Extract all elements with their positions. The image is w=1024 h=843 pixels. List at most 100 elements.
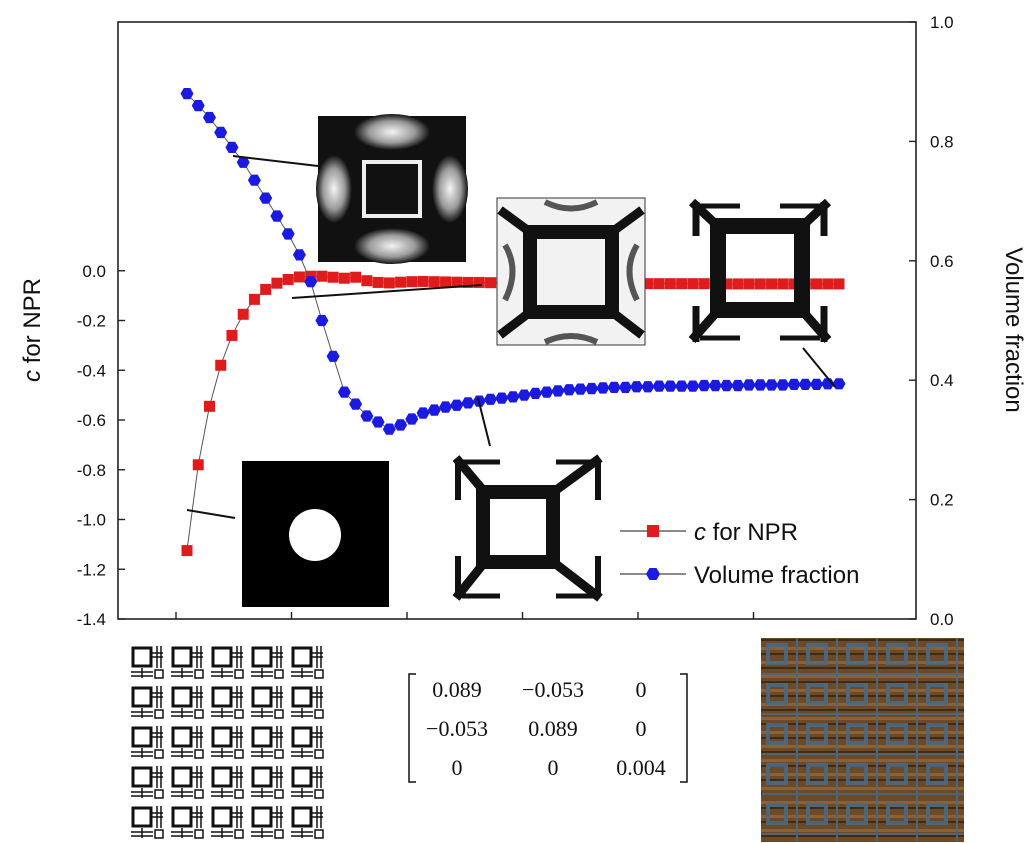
point-c-for-npr [822,278,834,290]
point-c-for-npr [181,545,193,557]
legend-swatch-volume-fraction [646,568,660,580]
point-volume-fraction [180,88,194,100]
matrix-cell: 0 [548,755,559,780]
legend-item-volume-fraction: Volume fraction [620,562,859,589]
point-c-for-npr [192,459,204,471]
point-volume-fraction [765,379,779,391]
point-volume-fraction [326,350,340,362]
right-tick-label: 0.2 [930,491,954,510]
matrix-cell: 0 [452,755,463,780]
point-c-for-npr [271,277,283,289]
left-tick-label: -1.4 [77,610,106,629]
point-c-for-npr [237,308,249,320]
point-c-for-npr [350,271,362,283]
point-volume-fraction [270,210,284,222]
matrix-cell: 0.004 [616,755,666,780]
point-c-for-npr [766,278,778,290]
point-volume-fraction [517,389,531,401]
point-c-for-npr [833,278,845,290]
matrix-cell: 0 [636,716,647,741]
point-volume-fraction [214,126,228,139]
legend: c for NPR Volume fraction [620,519,859,589]
point-c-for-npr [485,277,497,289]
point-c-for-npr [676,278,688,290]
legend-swatch-c-for-npr [647,525,659,537]
density-field-mid-image [291,197,646,346]
point-c-for-npr [406,276,418,288]
point-c-for-npr [653,278,665,290]
point-volume-fraction [506,391,520,403]
svg-text:c for NPR: c for NPR [694,519,798,546]
right-tick-label: 0.6 [930,252,954,271]
point-volume-fraction [540,386,554,398]
point-volume-fraction [675,380,689,392]
series-layer [180,88,846,557]
point-volume-fraction [742,379,756,391]
point-c-for-npr [316,270,328,282]
point-c-for-npr [698,278,710,290]
point-c-for-npr [395,276,407,288]
right-tick-label: 0.4 [930,371,954,390]
point-c-for-npr [721,278,733,290]
point-volume-fraction [304,276,318,288]
point-volume-fraction [247,174,261,186]
point-c-for-npr [664,278,676,290]
point-volume-fraction [281,228,295,240]
point-volume-fraction [191,100,205,112]
matrix-cell: 0 [636,677,647,702]
left-axis-label: c for NPR [19,278,46,382]
right-axis-label: Volume fraction [1000,247,1024,412]
legend-item-c-for-npr: c for NPR [620,519,798,546]
left-tick-label: -0.2 [77,312,106,331]
point-volume-fraction [753,379,767,391]
point-volume-fraction [607,381,621,393]
point-c-for-npr [811,278,823,290]
point-volume-fraction [776,379,790,391]
point-volume-fraction [731,379,745,392]
point-c-for-npr [428,276,440,288]
point-volume-fraction [810,378,823,390]
point-c-for-npr [215,359,227,371]
left-tick-label: 0.0 [82,262,106,281]
point-volume-fraction [495,392,509,404]
point-volume-fraction [405,413,419,425]
point-volume-fraction [484,393,497,405]
point-c-for-npr [642,278,654,290]
point-c-for-npr [203,400,215,412]
matrix-cell: 0.089 [432,677,482,702]
point-c-for-npr [226,329,238,341]
point-c-for-npr [293,271,305,283]
initial-circle-design-image [186,461,389,607]
point-volume-fraction [315,314,329,327]
point-volume-fraction [652,380,666,392]
point-c-for-npr [327,271,339,283]
left-tick-label: -1.2 [77,560,106,579]
matrix-cell: −0.053 [522,677,584,702]
point-volume-fraction [394,419,408,431]
point-c-for-npr [260,283,272,295]
binary-design-converged-image [452,397,603,602]
left-tick-label: -0.8 [77,461,106,480]
point-c-for-npr [473,276,485,288]
point-c-for-npr [361,275,373,287]
point-volume-fraction [686,380,700,392]
point-volume-fraction [585,382,599,395]
left-tick-label: -0.6 [77,411,106,430]
point-volume-fraction [236,156,250,168]
point-volume-fraction [562,384,576,396]
point-c-for-npr [372,276,384,288]
point-volume-fraction [427,404,441,416]
point-volume-fraction [708,379,722,392]
point-volume-fraction [337,386,351,398]
point-c-for-npr [462,276,474,288]
binary-design-mid-image [688,198,836,388]
point-volume-fraction [360,410,374,422]
matrix-cell: 0.089 [528,716,578,741]
point-c-for-npr [754,278,766,290]
point-c-for-npr [282,273,294,285]
point-volume-fraction [529,387,542,399]
point-volume-fraction [203,111,216,124]
point-volume-fraction [630,381,644,393]
periodic-lattice-drawing [127,642,327,840]
